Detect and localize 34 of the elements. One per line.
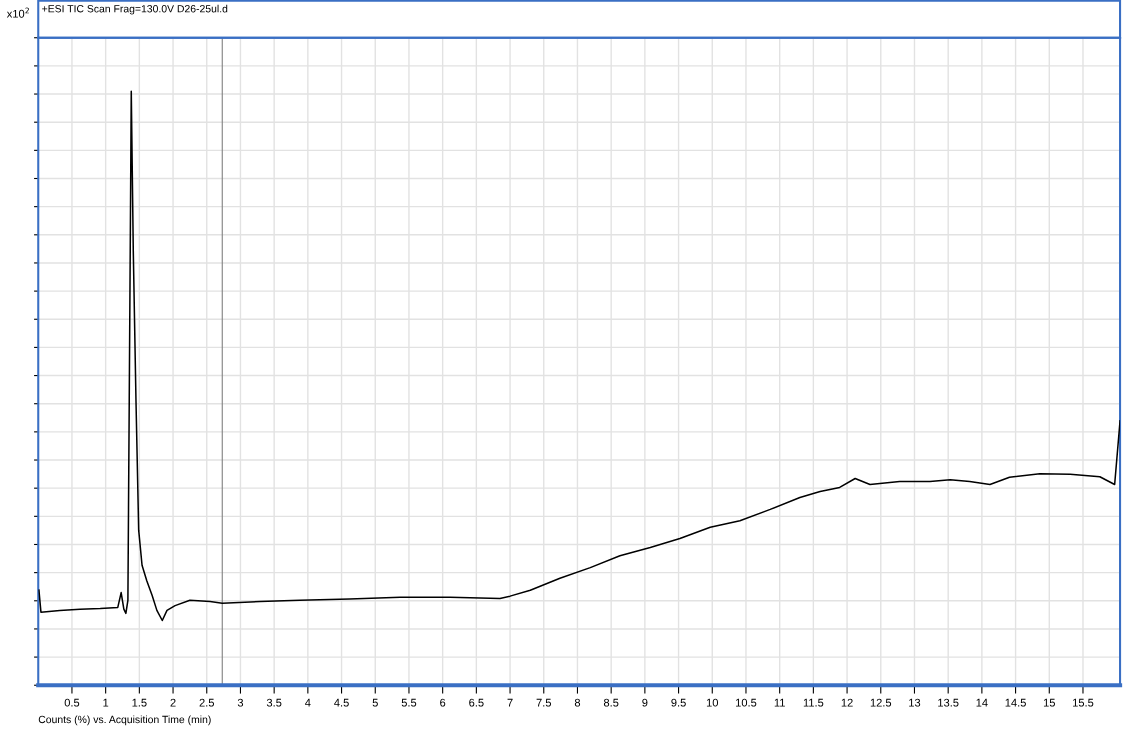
x-tick-label: 11 xyxy=(774,698,785,707)
x-tick-label: 1.5 xyxy=(132,698,147,707)
x-tick-label: 7.5 xyxy=(536,698,552,707)
x-tick-label: 9.5 xyxy=(671,698,686,707)
x-tick-label: 12 xyxy=(841,698,853,707)
x-tick-label: 4.5 xyxy=(334,698,349,707)
x-tick-label: 5 xyxy=(372,698,378,707)
x-tick-label: 10 xyxy=(706,698,719,707)
x-tick-label: 9 xyxy=(642,698,648,707)
x-tick-label: 15 xyxy=(1043,698,1055,707)
x-tick-label: 3 xyxy=(237,698,244,707)
x-tick-label: 7 xyxy=(507,698,513,707)
text: x10$^{2}$ xyxy=(6,7,29,18)
x-tick-label: 6.5 xyxy=(469,698,484,707)
chart-title: +ESI TIC Scan Frag=130.0V D26-25ul.d xyxy=(42,4,228,15)
x-tick-label: 5.5 xyxy=(401,698,417,707)
x-tick-label: 2 xyxy=(170,698,176,707)
x-tick-label: 2.5 xyxy=(199,698,215,707)
x-tick-label: 14.5 xyxy=(1005,698,1026,707)
x-tick-label: 8 xyxy=(574,698,581,707)
x-tick-label: 1 xyxy=(103,698,109,707)
x-tick-label: 6 xyxy=(440,698,446,707)
x-tick-label: 3.5 xyxy=(266,698,282,707)
x-tick-label: 0.5 xyxy=(64,698,80,707)
x-tick-label: 13 xyxy=(909,698,921,707)
x-tick-label: 15.5 xyxy=(1073,698,1094,707)
x-tick-label: 13.5 xyxy=(938,698,959,707)
x-tick-label: 12.5 xyxy=(870,698,892,707)
x-tick-label: 14 xyxy=(976,698,988,707)
x-axis-title: Counts (%) vs. Acquisition Time (min) xyxy=(38,715,211,726)
x-tick-label: 8.5 xyxy=(603,698,619,707)
x-tick-label: 11.5 xyxy=(803,698,824,707)
x-tick-label: 4 xyxy=(305,698,311,707)
x-tick-label: 10.5 xyxy=(736,698,757,707)
